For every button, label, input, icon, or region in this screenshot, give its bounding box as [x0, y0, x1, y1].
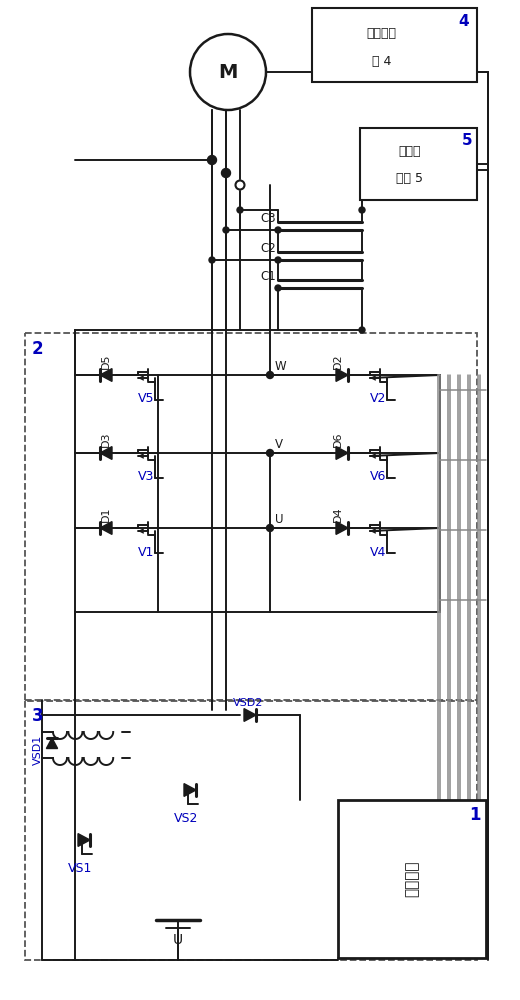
Text: 器 4: 器 4 — [372, 55, 391, 68]
Text: 控制电路: 控制电路 — [405, 861, 420, 897]
Circle shape — [275, 285, 281, 291]
Polygon shape — [100, 522, 112, 534]
Text: 2: 2 — [32, 340, 44, 358]
Circle shape — [267, 450, 274, 456]
Text: V1: V1 — [138, 546, 154, 558]
Circle shape — [207, 155, 216, 164]
Polygon shape — [46, 738, 58, 748]
Circle shape — [267, 371, 274, 378]
Polygon shape — [336, 369, 348, 381]
Text: D6: D6 — [333, 431, 343, 447]
Text: 4: 4 — [458, 14, 469, 29]
Text: V4: V4 — [370, 546, 386, 558]
Text: 3: 3 — [32, 707, 44, 725]
Bar — [338, 800, 486, 958]
Text: C2: C2 — [260, 241, 276, 254]
Circle shape — [237, 207, 243, 213]
Text: 5: 5 — [461, 133, 472, 148]
Polygon shape — [244, 709, 256, 721]
Text: W: W — [275, 360, 287, 373]
Circle shape — [236, 180, 244, 190]
Polygon shape — [336, 447, 348, 459]
Text: VSD2: VSD2 — [233, 698, 263, 708]
Bar — [360, 128, 477, 200]
Polygon shape — [100, 447, 112, 459]
Bar — [312, 8, 477, 82]
Text: D3: D3 — [101, 431, 111, 447]
Circle shape — [359, 207, 365, 213]
Polygon shape — [100, 369, 112, 381]
Bar — [25, 333, 477, 701]
Text: 电流传: 电流传 — [398, 145, 420, 158]
Text: V2: V2 — [370, 392, 386, 406]
Circle shape — [209, 257, 215, 263]
Circle shape — [359, 327, 365, 333]
Text: D2: D2 — [333, 353, 343, 369]
Text: 1: 1 — [470, 806, 481, 824]
Text: M: M — [218, 62, 238, 82]
Text: C3: C3 — [261, 212, 276, 225]
Polygon shape — [336, 522, 348, 534]
Circle shape — [223, 227, 229, 233]
Text: D5: D5 — [101, 353, 111, 369]
Text: V6: V6 — [370, 471, 386, 484]
Text: VS1: VS1 — [68, 861, 92, 874]
Polygon shape — [78, 834, 90, 846]
Text: U: U — [275, 513, 283, 526]
Text: V3: V3 — [138, 471, 154, 484]
Polygon shape — [184, 784, 196, 796]
Text: VS2: VS2 — [174, 812, 198, 824]
Circle shape — [275, 227, 281, 233]
Text: U: U — [173, 933, 183, 947]
Text: V: V — [275, 438, 283, 451]
Text: D4: D4 — [333, 506, 343, 522]
Text: 位置传感: 位置传感 — [366, 27, 396, 40]
Circle shape — [275, 257, 281, 263]
Bar — [25, 700, 477, 960]
Text: VSD1: VSD1 — [33, 735, 43, 765]
Circle shape — [267, 524, 274, 532]
Text: D1: D1 — [101, 506, 111, 522]
Text: C1: C1 — [260, 269, 276, 282]
Circle shape — [222, 168, 230, 178]
Text: 感器 5: 感器 5 — [396, 172, 423, 185]
Text: V5: V5 — [138, 392, 154, 406]
